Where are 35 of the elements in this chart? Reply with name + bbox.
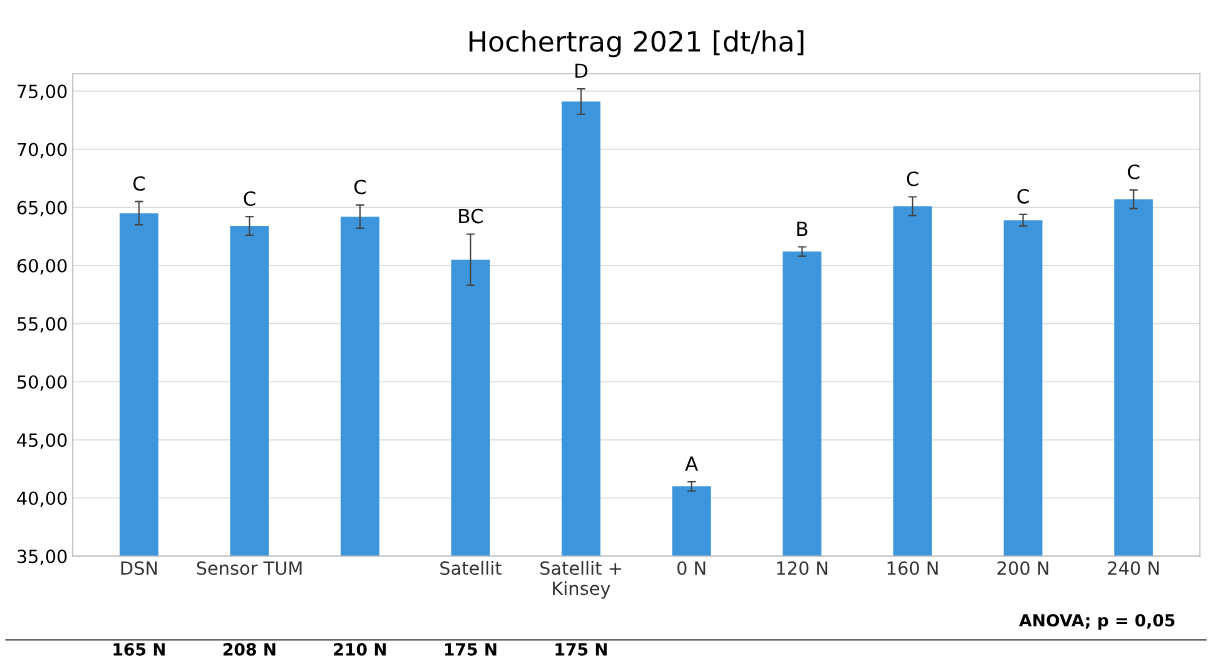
x-tick-label: Satellit [440,560,502,575]
y-tick-label: 65,00 [17,200,67,217]
data-label: D [575,63,588,78]
y-tick-label: 45,00 [17,433,67,449]
text: 208 N [223,643,276,656]
data-label: C [906,171,919,187]
data-label: C [243,191,256,206]
y-tick-label: 75,00 [17,84,67,101]
y-tick-label: 35,00 [17,549,67,566]
data-label: C [1017,188,1029,204]
text: 175 N [445,643,497,656]
data-label: BC [459,208,483,224]
chart-title: Hochertrag 2021 [dt/ha] [469,30,804,58]
data-label: C [133,176,145,191]
x-tick-label: 120 N [777,561,828,575]
data-label: C [354,179,366,195]
y-tick-label: 50,00 [17,375,67,391]
y-tick-label: 70,00 [17,142,67,159]
data-label: C [1127,164,1140,180]
text: 175 N [555,643,607,656]
data-label: A [685,456,699,471]
text: 210 N [334,643,386,656]
x-tick-label: Sensor TUM [196,561,302,575]
x-tick-label: 0 N [677,561,706,575]
x-tick-label: 240 N [1108,561,1159,575]
x-tick-label: Satellit + Kinsey [540,560,621,599]
y-tick-label: 40,00 [17,491,67,507]
x-tick-label: 160 N [887,561,938,575]
text: 165 N [113,643,165,656]
x-tick-label: DSN [121,561,157,575]
data-label: B [797,221,808,236]
y-tick-label: 55,00 [17,317,67,333]
text: ANOVA; p = 0,05 [1019,613,1175,630]
y-tick-label: 60,00 [17,258,67,275]
x-tick-label: 200 N [997,561,1049,575]
